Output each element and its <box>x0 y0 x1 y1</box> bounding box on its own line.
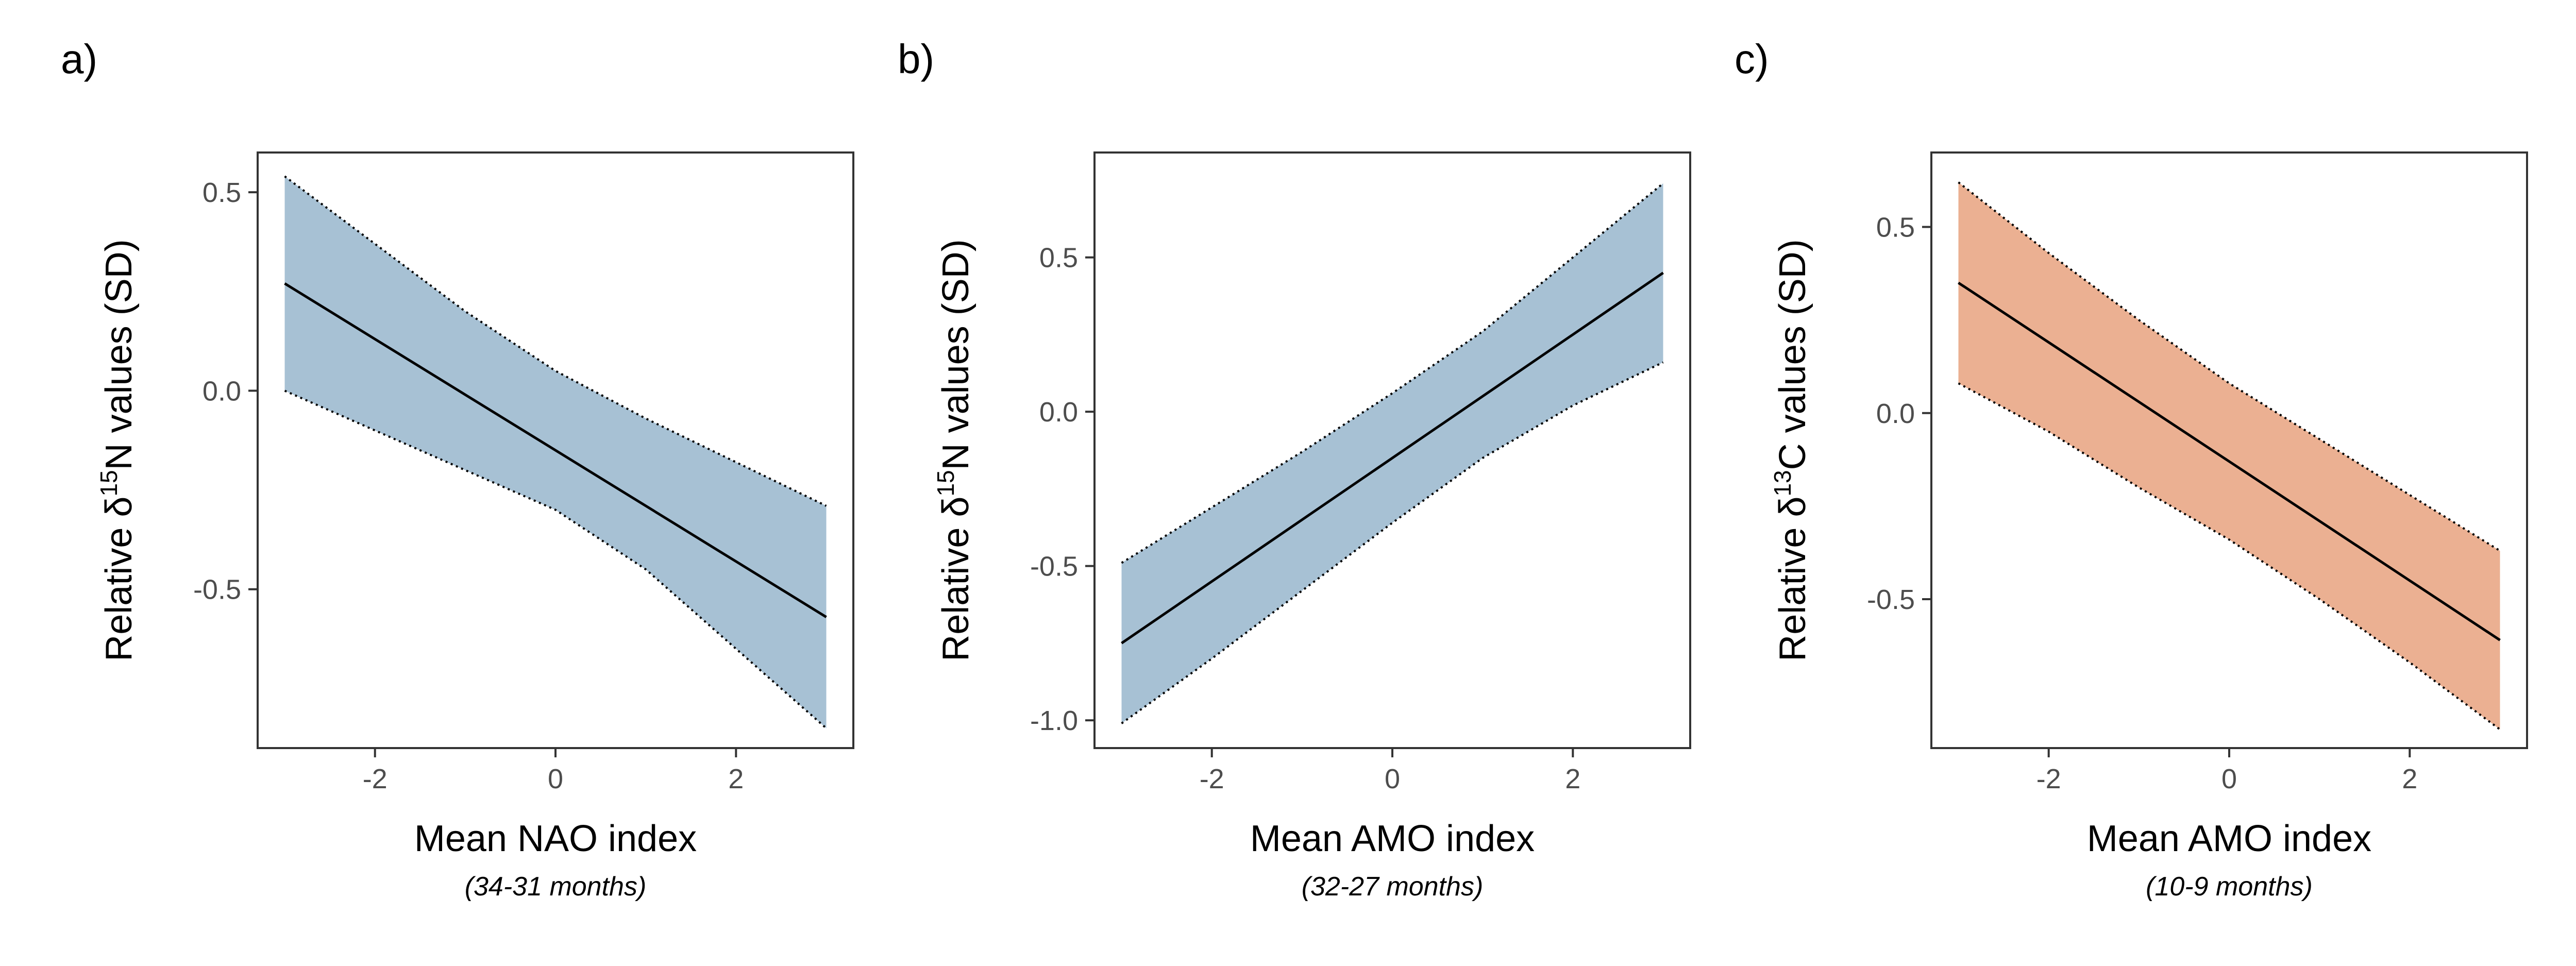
y-tick-label: 0.0 <box>1039 397 1078 428</box>
y-tick-label: -0.5 <box>1867 584 1915 615</box>
x-tick-label: 2 <box>728 764 744 794</box>
y-tick-label: 0.5 <box>1876 212 1915 243</box>
lower-bound-line <box>1958 382 2501 731</box>
y-axis-title: Relative δ13C values (SD) <box>1769 239 1813 661</box>
panel-label: b) <box>898 36 934 82</box>
panel-c: c) -2 0 2 -0.5 0.0 0.5 Mean AMO index (10-9 mont… <box>1735 36 2528 902</box>
lower-bound-line <box>284 389 827 730</box>
x-axis-title: Mean NAO index <box>414 818 697 859</box>
y-tick-label: -0.5 <box>1030 551 1078 582</box>
x-tick-label: 0 <box>548 764 563 794</box>
confidence-band <box>1958 182 2500 730</box>
x-axis-subtitle: (10-9 months) <box>2146 872 2313 902</box>
confidence-band <box>1121 183 1663 724</box>
x-tick-label: -2 <box>2036 764 2061 794</box>
fit-line <box>1121 272 1664 645</box>
upper-bound-line <box>1958 181 2501 552</box>
y-tick-label: -1.0 <box>1030 705 1078 736</box>
panel-label: c) <box>1735 36 1769 82</box>
y-axis-title-superscript: 13 <box>1769 470 1796 496</box>
y-tick-label: 0.5 <box>1039 243 1078 274</box>
x-axis-title: Mean AMO index <box>1250 818 1535 859</box>
y-axis-title-prefix: Relative δ <box>1772 497 1813 662</box>
x-tick-label: -2 <box>363 764 388 794</box>
y-tick-label: 0.5 <box>203 177 241 208</box>
confidence-band <box>284 176 827 728</box>
y-axis-title-superscript: 15 <box>932 470 959 496</box>
y-tick-label: 0.0 <box>203 376 241 406</box>
y-axis-title: Relative δ15N values (SD) <box>932 239 976 661</box>
panel-label: a) <box>61 36 97 82</box>
y-tick-label: 0.0 <box>1876 398 1915 429</box>
x-tick-label: 0 <box>2221 764 2237 794</box>
y-axis-title-suffix: C values (SD) <box>1772 239 1813 470</box>
y-tick-label: -0.5 <box>193 574 241 605</box>
x-tick-label: -2 <box>1200 764 1224 794</box>
panel-b: b) -2 0 2 -1.0 -0.5 0.0 0.5 Mean AMO index (32-27… <box>898 36 1691 902</box>
panel-a: a) -2 0 2 -0.5 0.0 0.5 Mean NAO index (34-31 mon… <box>61 36 854 902</box>
y-axis-title-prefix: Relative δ <box>935 497 976 662</box>
fit-line <box>284 282 827 618</box>
y-axis-title-suffix: N values (SD) <box>935 239 976 470</box>
x-axis-title: Mean AMO index <box>2087 818 2371 859</box>
y-axis-title-superscript: 15 <box>95 470 122 496</box>
y-axis-title: Relative δ15N values (SD) <box>95 239 140 661</box>
x-axis-subtitle: (32-27 months) <box>1302 872 1484 902</box>
x-tick-label: 2 <box>2402 764 2417 794</box>
y-axis-title-suffix: N values (SD) <box>98 239 140 470</box>
y-axis-title-prefix: Relative δ <box>98 497 140 662</box>
x-axis-subtitle: (34-31 months) <box>465 872 647 902</box>
upper-bound-line <box>1121 182 1664 564</box>
x-tick-label: 2 <box>1565 764 1580 794</box>
x-tick-label: 0 <box>1385 764 1400 794</box>
fit-line <box>1958 281 2501 641</box>
